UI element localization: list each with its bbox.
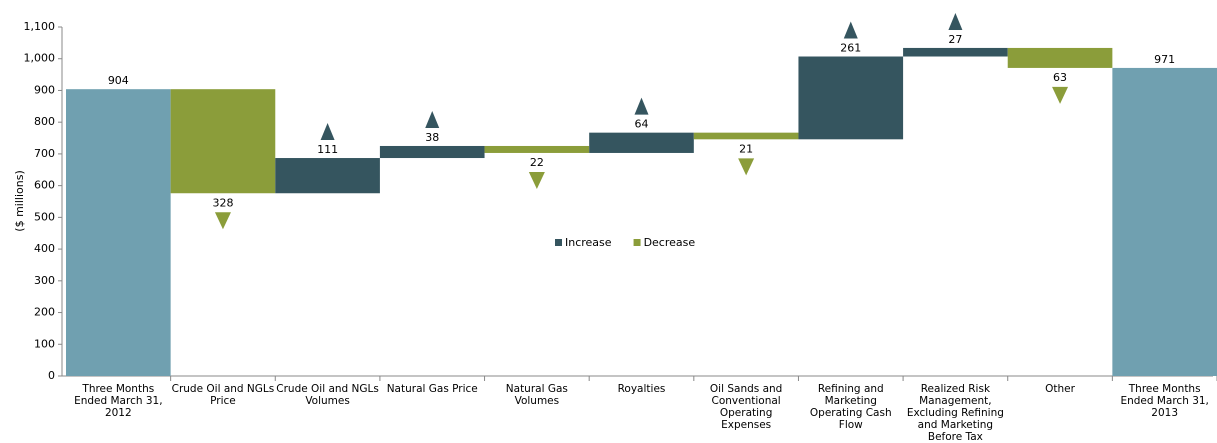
x-tick-label: Realized Risk Management, Excluding Refi… (906, 383, 1004, 443)
value-label: 22 (530, 156, 544, 169)
bar (589, 132, 694, 153)
x-tick-label: Other (1045, 383, 1075, 395)
x-tick-label: Three Months Ended March 31, 2012 (74, 383, 163, 419)
y-tick-label: 500 (34, 210, 55, 223)
decrease-arrow (738, 158, 755, 176)
y-tick-label: 600 (34, 179, 55, 192)
value-label: 21 (739, 142, 753, 155)
value-label: 971 (1154, 53, 1175, 66)
bar (379, 145, 485, 159)
value-label: 904 (108, 74, 129, 87)
y-tick-label: 200 (34, 306, 55, 319)
decrease-arrow (214, 212, 231, 230)
x-tick-label: Crude Oil and NGLs Volumes (276, 383, 379, 407)
bar (798, 56, 904, 140)
y-tick-label: 800 (34, 115, 55, 128)
x-tick-label: Royalties (617, 383, 666, 395)
x-tick-label: Natural Gas Price (386, 383, 478, 395)
legend-swatch (633, 239, 641, 246)
increase-arrow (320, 123, 335, 141)
x-tick-label: Natural Gas Volumes (505, 383, 568, 407)
legend-label: Decrease (644, 236, 696, 249)
bar (275, 158, 380, 194)
bar (66, 89, 171, 376)
value-label: 38 (425, 131, 439, 144)
increase-arrow (948, 12, 963, 30)
bar (170, 89, 276, 194)
y-tick-label: 300 (34, 274, 55, 287)
bar (693, 132, 799, 140)
bar (1007, 47, 1113, 68)
increase-arrow (843, 21, 858, 39)
y-tick-label: 100 (34, 337, 55, 350)
value-label: 261 (840, 42, 861, 55)
increase-arrow (425, 110, 440, 128)
legend-swatch (555, 239, 562, 246)
value-label: 64 (635, 118, 649, 131)
y-axis-label: ($ millions) (13, 170, 26, 231)
bar (903, 47, 1008, 57)
value-label: 328 (212, 196, 233, 209)
increase-arrow (634, 97, 649, 115)
bar (1112, 67, 1217, 376)
x-tick-label: Three Months Ended March 31, 2013 (1120, 383, 1209, 419)
y-tick-label: 1,100 (24, 20, 56, 33)
legend-label: Increase (565, 236, 612, 249)
decrease-arrow (1052, 86, 1069, 104)
y-tick-label: 1,000 (24, 52, 56, 65)
y-tick-label: 0 (48, 369, 55, 382)
x-tick-label: Refining and Marketing Operating Cash Fl… (809, 383, 892, 431)
bar (484, 145, 590, 153)
x-tick-label: Oil Sands and Conventional Operating Exp… (709, 383, 783, 431)
decrease-arrow (528, 171, 545, 189)
value-label: 111 (317, 143, 338, 156)
y-tick-label: 900 (34, 83, 55, 96)
y-tick-label: 700 (34, 147, 55, 160)
value-label: 27 (948, 33, 962, 46)
y-tick-label: 400 (34, 242, 55, 255)
x-tick-label: Crude Oil and NGLs Price (171, 383, 275, 407)
value-label: 63 (1053, 71, 1067, 84)
